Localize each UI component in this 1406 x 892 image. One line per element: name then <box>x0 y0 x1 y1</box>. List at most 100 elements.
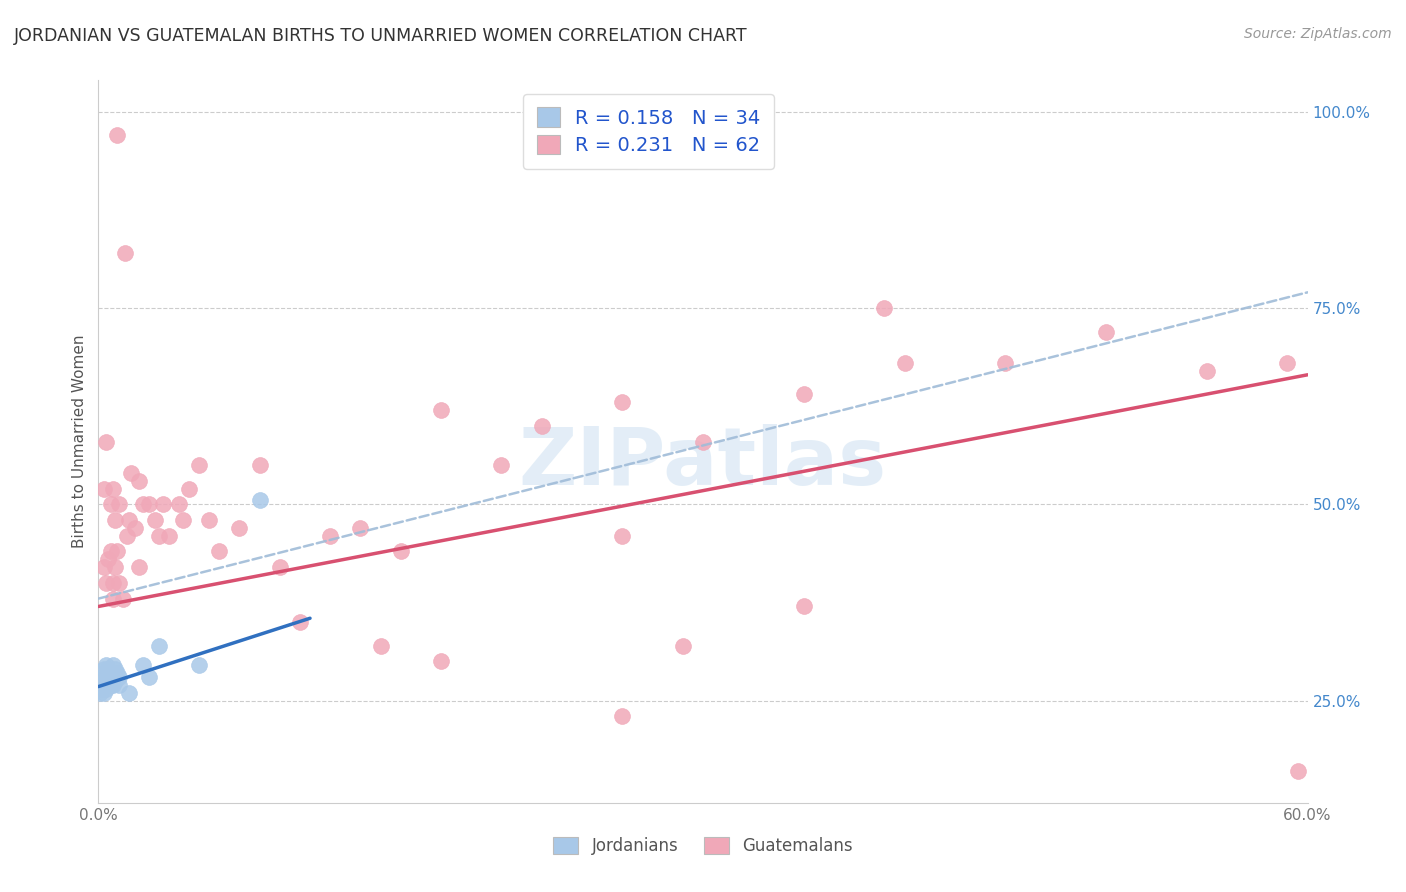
Point <box>430 403 453 417</box>
Point <box>349 521 371 535</box>
Point <box>612 709 634 723</box>
Point <box>188 658 211 673</box>
Point <box>96 670 118 684</box>
Point <box>93 674 115 689</box>
Point <box>97 678 120 692</box>
Point <box>100 678 122 692</box>
Point <box>138 670 160 684</box>
Point <box>118 686 141 700</box>
Point <box>101 678 124 692</box>
Point <box>93 560 115 574</box>
Point <box>91 670 114 684</box>
Point <box>491 458 513 472</box>
Point <box>91 678 114 692</box>
Point <box>101 591 124 606</box>
Point <box>114 246 136 260</box>
Point <box>893 356 915 370</box>
Point <box>120 466 142 480</box>
Point <box>994 356 1017 370</box>
Point <box>96 681 118 696</box>
Point <box>107 678 129 692</box>
Point <box>105 544 128 558</box>
Point <box>100 670 122 684</box>
Point <box>430 655 453 669</box>
Point <box>1195 364 1218 378</box>
Point <box>96 678 118 692</box>
Point <box>111 591 134 606</box>
Point <box>103 670 125 684</box>
Y-axis label: Births to Unmarried Women: Births to Unmarried Women <box>72 334 87 549</box>
Point <box>97 552 120 566</box>
Text: JORDANIAN VS GUATEMALAN BIRTHS TO UNMARRIED WOMEN CORRELATION CHART: JORDANIAN VS GUATEMALAN BIRTHS TO UNMARR… <box>14 27 748 45</box>
Point <box>319 529 342 543</box>
Point <box>100 544 122 558</box>
Point <box>101 575 124 590</box>
Point <box>103 662 125 676</box>
Point <box>105 128 128 143</box>
Point <box>143 513 166 527</box>
Point <box>1286 764 1309 779</box>
Point <box>389 544 412 558</box>
Point <box>208 544 231 558</box>
Point <box>107 575 129 590</box>
Point <box>672 639 695 653</box>
Point <box>100 666 122 681</box>
Point <box>249 458 271 472</box>
Point <box>152 497 174 511</box>
Point <box>132 497 155 511</box>
Point <box>103 674 125 689</box>
Point <box>793 599 815 614</box>
Point <box>97 662 120 676</box>
Point <box>91 681 114 696</box>
Point <box>370 639 392 653</box>
Point <box>228 521 250 535</box>
Point <box>148 529 170 543</box>
Point <box>692 434 714 449</box>
Point <box>89 686 111 700</box>
Point <box>269 560 291 574</box>
Point <box>288 615 311 630</box>
Point <box>179 482 201 496</box>
Point <box>100 497 122 511</box>
Point <box>188 458 211 472</box>
Point <box>101 482 124 496</box>
Point <box>96 434 118 449</box>
Point <box>118 513 141 527</box>
Point <box>93 662 115 676</box>
Point <box>93 680 115 694</box>
Point <box>107 670 129 684</box>
Point <box>101 658 124 673</box>
Point <box>105 666 128 681</box>
Point <box>873 301 896 315</box>
Point <box>198 513 221 527</box>
Point <box>124 521 146 535</box>
Point <box>249 493 271 508</box>
Point <box>93 482 115 496</box>
Point <box>128 474 150 488</box>
Point <box>93 678 115 692</box>
Point <box>93 686 115 700</box>
Point <box>612 529 634 543</box>
Point <box>97 674 120 689</box>
Point <box>132 658 155 673</box>
Point <box>115 529 138 543</box>
Point <box>1095 325 1118 339</box>
Text: ZIPatlas: ZIPatlas <box>519 425 887 502</box>
Point <box>612 395 634 409</box>
Point <box>103 513 125 527</box>
Point <box>157 529 180 543</box>
Text: Source: ZipAtlas.com: Source: ZipAtlas.com <box>1244 27 1392 41</box>
Legend: Jordanians, Guatemalans: Jordanians, Guatemalans <box>546 829 860 863</box>
Point <box>148 639 170 653</box>
Point <box>138 497 160 511</box>
Point <box>128 560 150 574</box>
Point <box>172 513 194 527</box>
Point <box>97 670 120 684</box>
Point <box>96 575 118 590</box>
Point <box>103 560 125 574</box>
Point <box>107 497 129 511</box>
Point <box>167 497 190 511</box>
Point <box>1277 356 1299 370</box>
Point <box>96 658 118 673</box>
Point <box>530 418 553 433</box>
